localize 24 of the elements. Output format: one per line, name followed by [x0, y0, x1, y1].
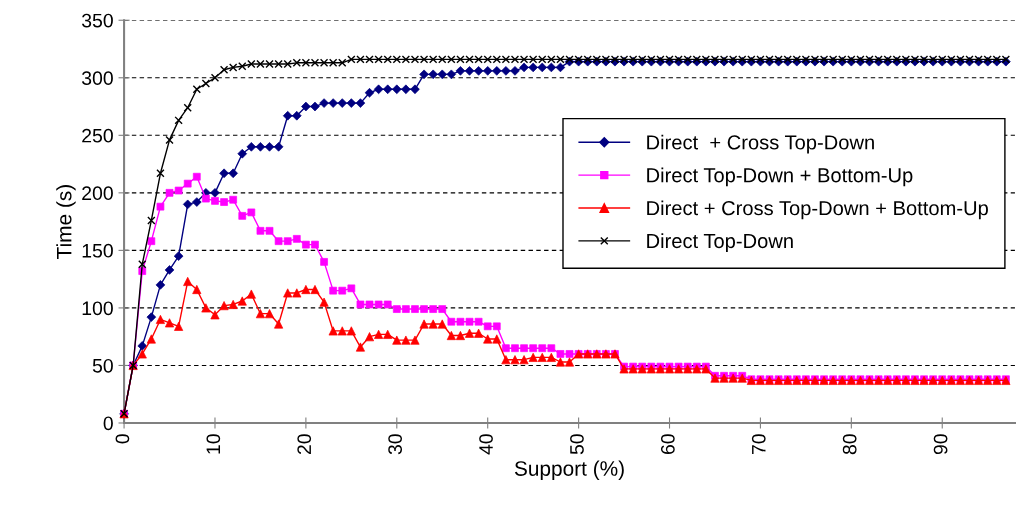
- x-tick-label: 40: [479, 434, 493, 455]
- y-tick-label: 0: [103, 416, 113, 431]
- y-tick-label: 50: [92, 358, 113, 373]
- x-tick-label: 20: [297, 434, 312, 455]
- x-tick-label: 90: [933, 434, 948, 455]
- x-tick-label: 70: [751, 434, 766, 455]
- y-tick-label: 350: [81, 13, 113, 28]
- x-tick-label: 60: [660, 434, 675, 455]
- legend-label: Direct Top-Down + Bottom-Up: [647, 167, 913, 187]
- x-axis-title: Support (%): [514, 460, 624, 480]
- legend-label: Direct + Cross Top-Down: [647, 134, 874, 154]
- x-tick-label: 80: [842, 434, 857, 455]
- legend-label: Direct + Cross Top-Down + Bottom-Up: [647, 200, 988, 220]
- y-tick-label: 150: [82, 243, 113, 258]
- y-tick-label: 300: [81, 71, 113, 86]
- y-axis-title: Time (s): [56, 185, 76, 259]
- y-tick-label: 200: [82, 186, 113, 201]
- x-tick-label: 30: [388, 434, 403, 455]
- y-tick-label: 100: [82, 301, 113, 316]
- x-tick-label: 50: [570, 434, 584, 455]
- legend-label: Direct Top-Down: [647, 233, 793, 253]
- y-tick-label: 250: [82, 128, 113, 143]
- x-tick-label: 10: [206, 434, 221, 454]
- x-tick-label: 0: [115, 434, 130, 444]
